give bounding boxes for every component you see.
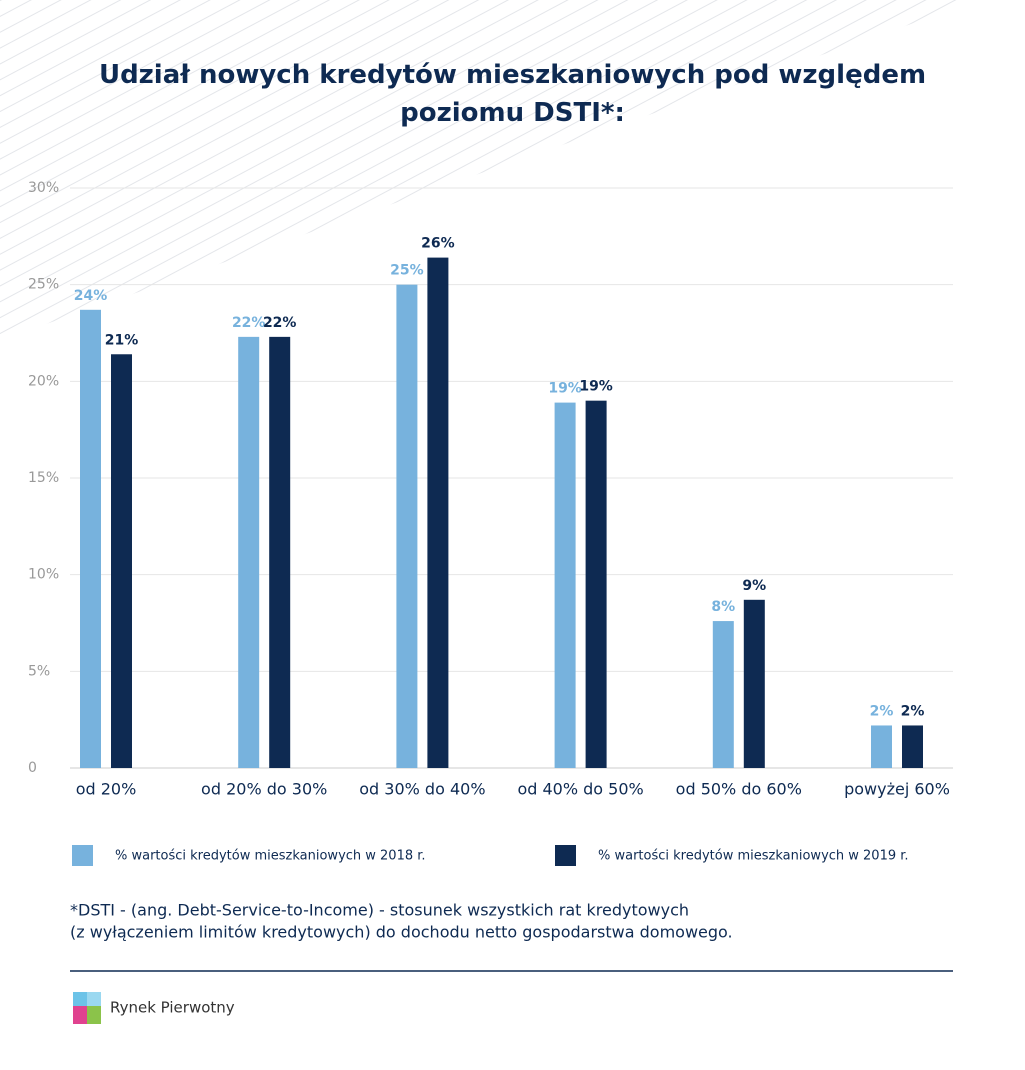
x-tick-label: od 50% do 60%: [676, 780, 802, 799]
bar: [902, 725, 923, 768]
bar: [269, 336, 291, 768]
data-label: 24%: [74, 288, 108, 304]
y-tick-label: 0: [28, 760, 37, 776]
data-label: 25%: [390, 263, 424, 279]
background-stripes: [0, 0, 980, 340]
data-label: 2%: [870, 703, 894, 719]
legend-swatch: [555, 845, 576, 866]
bar: [111, 354, 132, 768]
legend-swatch: [72, 845, 93, 866]
y-tick-label: 25%: [28, 277, 59, 293]
data-label: 19%: [548, 381, 582, 397]
data-label: 2%: [901, 703, 925, 719]
x-tick-label: od 30% do 40%: [359, 780, 485, 799]
legend-label: % wartości kredytów mieszkaniowych w 201…: [598, 849, 909, 864]
bar: [712, 621, 734, 768]
y-tick-label: 30%: [28, 180, 59, 196]
data-label: 22%: [263, 315, 297, 331]
bar: [427, 257, 449, 768]
data-label: 9%: [742, 578, 766, 594]
x-tick-label: powyżej 60%: [844, 780, 950, 799]
footnote: *DSTI - (ang. Debt-Service-to-Income) - …: [70, 901, 689, 920]
data-label: 26%: [421, 236, 455, 252]
logo: [73, 992, 101, 1024]
legend-label: % wartości kredytów mieszkaniowych w 201…: [115, 849, 426, 864]
bar: [554, 402, 576, 768]
data-label: 8%: [711, 599, 735, 615]
brand: Rynek Pierwotny: [110, 999, 235, 1017]
bar: [743, 599, 765, 768]
data-label: 21%: [105, 332, 139, 348]
footnote: (z wyłączeniem limitów kredytowych) do d…: [70, 923, 733, 942]
bar: [396, 284, 418, 768]
bar: [238, 336, 260, 768]
y-tick-label: 10%: [28, 567, 59, 583]
y-tick-label: 15%: [28, 470, 59, 486]
bar: [80, 309, 101, 768]
data-label: 19%: [579, 379, 613, 395]
chart-title: Udział nowych kredytów mieszkaniowych po…: [98, 60, 927, 128]
x-tick-label: od 40% do 50%: [517, 780, 643, 799]
x-tick-label: od 20%: [76, 780, 137, 799]
y-tick-label: 5%: [28, 663, 50, 679]
data-label: 22%: [232, 315, 266, 331]
y-tick-label: 20%: [28, 373, 59, 389]
x-tick-label: od 20% do 30%: [201, 780, 327, 799]
bar: [585, 400, 607, 768]
bar: [871, 725, 892, 768]
